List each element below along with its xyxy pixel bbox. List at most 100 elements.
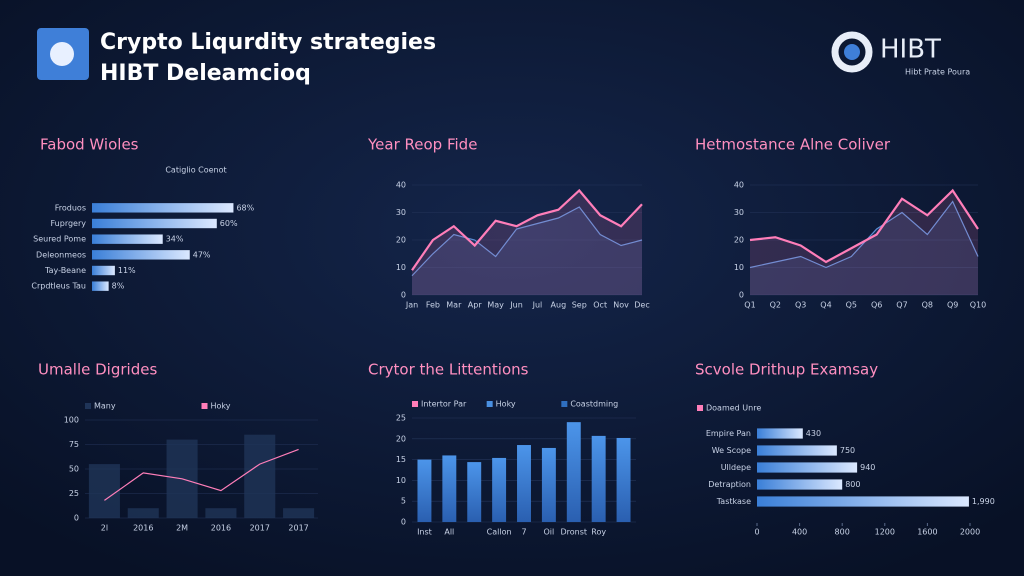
legend-swatch (201, 403, 208, 409)
y-tick-label: 40 (396, 181, 406, 190)
x-tick-label: All (444, 528, 454, 537)
value-label: 940 (860, 463, 875, 472)
line (749, 188, 979, 264)
y-tick-label: 50 (69, 465, 79, 474)
category-label: Ulldepe (721, 463, 751, 472)
x-tick-label: 2017 (250, 524, 270, 533)
category-label: Crpdtleus Tau (31, 282, 86, 291)
bar (417, 459, 432, 522)
bar (92, 250, 190, 260)
x-tick-label: 2M (176, 524, 188, 533)
bar (591, 435, 606, 522)
bar (92, 234, 163, 244)
value-label: 34% (166, 235, 184, 244)
y-tick-label: 40 (734, 181, 744, 190)
legend-label: Hoky (211, 402, 231, 411)
legend-swatch (697, 405, 703, 411)
value-label: 11% (118, 266, 136, 275)
x-tick-label: Q2 (770, 301, 781, 310)
bar (492, 457, 507, 522)
x-tick-label: 2016 (211, 524, 231, 533)
x-tick-label: Q3 (795, 301, 806, 310)
chart-title: Year Reop Fide (367, 136, 477, 154)
area (412, 207, 642, 295)
x-tick-label: Q4 (820, 301, 831, 310)
x-tick-label: 7 (521, 528, 526, 537)
bar (92, 203, 234, 213)
value-label: 8% (112, 282, 125, 291)
legend-label: Many (94, 402, 116, 411)
x-tick-label: Sep (572, 301, 587, 310)
brand-logo (831, 31, 873, 73)
x-tick-label: May (487, 301, 504, 310)
x-tick-label: Q9 (947, 301, 958, 310)
x-tick-label: Q10 (970, 301, 986, 310)
y-tick-label: 5 (401, 497, 406, 506)
x-tick-label: Q5 (846, 301, 857, 310)
area (750, 190, 978, 295)
x-tick-label: Aug (551, 301, 567, 310)
x-tick-label: Q8 (922, 301, 933, 310)
x-tick-label: 1200 (875, 528, 895, 537)
x-tick-label: Inst (417, 528, 432, 537)
bar (757, 445, 837, 456)
value-label: 47% (193, 250, 211, 259)
category-label: Fuprgery (51, 219, 87, 228)
y-tick-label: 20 (396, 236, 406, 245)
bar (541, 447, 556, 522)
chart-title: Scvole Drithup Examsay (695, 361, 878, 379)
chart-title: Crytor the Littentions (368, 361, 529, 379)
value-label: 1,990 (972, 497, 995, 506)
y-tick-label: 25 (396, 414, 406, 423)
x-tick-label: 400 (792, 528, 807, 537)
x-tick-label: Jun (509, 301, 523, 310)
legend-swatch (561, 401, 568, 407)
area (750, 201, 978, 295)
x-tick-label: 2000 (960, 528, 980, 537)
x-tick-label: Jul (532, 301, 543, 310)
category-label: Seured Pome (33, 235, 86, 244)
y-tick-label: 75 (69, 440, 79, 449)
x-tick-label: Q1 (744, 301, 755, 310)
line (749, 200, 979, 269)
x-tick-label: Oil (544, 528, 555, 537)
value-label: 800 (845, 480, 860, 489)
bar (92, 265, 115, 276)
y-tick-label: 0 (74, 514, 79, 523)
y-tick-label: 25 (69, 489, 79, 498)
x-tick-label: Roy (591, 528, 606, 537)
line (104, 448, 299, 501)
bar (244, 434, 276, 518)
category-label: Detraption (708, 480, 751, 489)
x-tick-label: Dronst (561, 528, 588, 537)
value-label: 430 (806, 429, 821, 438)
x-tick-label: 2016 (133, 524, 153, 533)
x-tick-label: 0 (754, 528, 759, 537)
y-tick-label: 20 (396, 434, 406, 443)
x-tick-label: Oct (593, 301, 607, 310)
y-tick-label: 15 (396, 455, 406, 464)
logo-icon-shape (50, 42, 74, 66)
legend-label: Doamed Unre (706, 404, 761, 413)
bar (757, 462, 858, 473)
y-tick-label: 0 (401, 518, 406, 527)
y-tick-label: 30 (734, 208, 744, 217)
bar (757, 496, 969, 507)
area (412, 190, 642, 295)
legend-label: Hoky (496, 400, 516, 409)
y-tick-label: 10 (396, 263, 406, 272)
bar (92, 218, 217, 229)
line (411, 188, 643, 271)
x-tick-label: 2l (101, 524, 108, 533)
x-tick-label: Dec (634, 301, 649, 310)
x-tick-label: 1600 (917, 528, 937, 537)
y-tick-label: 100 (64, 416, 79, 425)
category-label: We Scope (712, 446, 751, 455)
x-tick-label: Nov (613, 301, 629, 310)
x-tick-label: Apr (468, 301, 483, 310)
legend-swatch (486, 401, 493, 407)
title: Crypto Liqurdity strategies (100, 30, 436, 55)
bar (92, 281, 109, 291)
bar (442, 455, 457, 522)
x-tick-label: 2017 (288, 524, 308, 533)
